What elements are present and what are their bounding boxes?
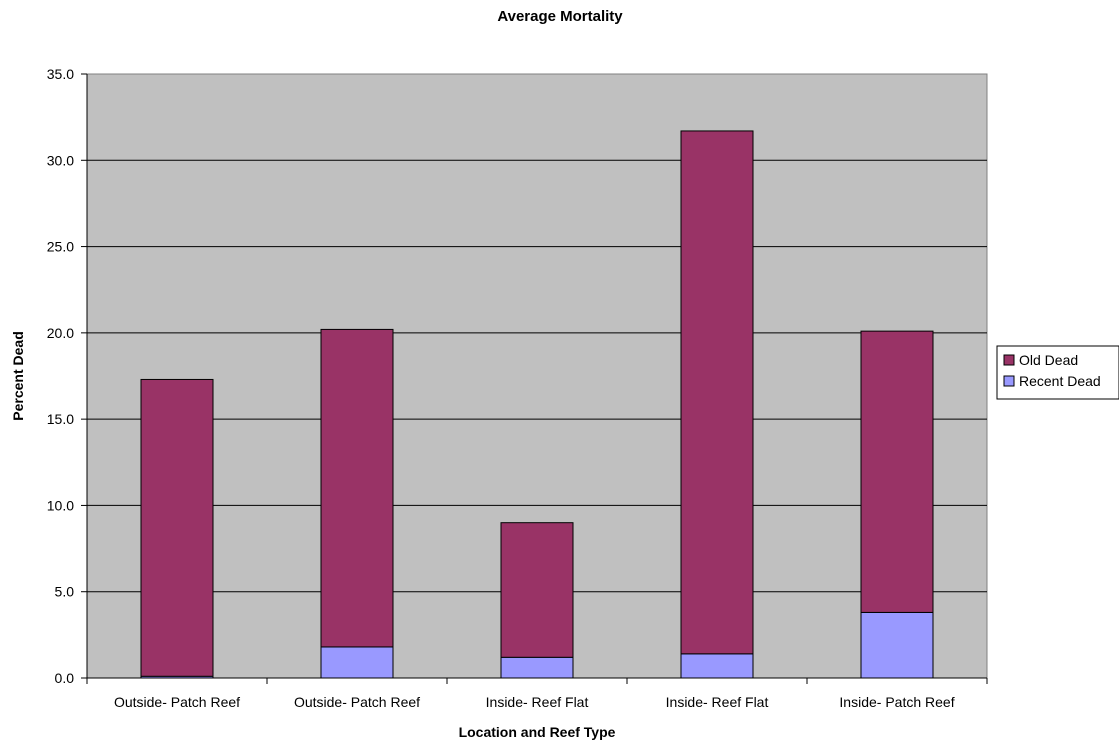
legend-swatch bbox=[1003, 375, 1015, 387]
bar-segment-old-dead bbox=[140, 378, 214, 677]
y-tick-label: 20.0 bbox=[47, 325, 74, 341]
y-tick-label: 25.0 bbox=[47, 239, 74, 255]
chart-title: Average Mortality bbox=[497, 8, 623, 25]
bar-segment-old-dead bbox=[680, 130, 754, 655]
y-tick-label: 35.0 bbox=[47, 66, 74, 82]
y-axis-title: Percent Dead bbox=[10, 331, 26, 420]
bar-segment-recent-dead bbox=[680, 653, 754, 679]
y-tick-label: 10.0 bbox=[47, 497, 74, 513]
x-tick-label: Outside- Patch Reef bbox=[294, 694, 420, 710]
bar-segment-recent-dead bbox=[860, 611, 934, 679]
x-tick-label: Outside- Patch Reef bbox=[114, 694, 240, 710]
gridlines bbox=[87, 159, 987, 593]
legend-swatch bbox=[1003, 354, 1015, 366]
bar-segment-recent-dead bbox=[320, 646, 394, 679]
legend-box bbox=[996, 345, 1119, 400]
legend-label: Recent Dead bbox=[1019, 373, 1101, 389]
legend-label: Old Dead bbox=[1019, 352, 1078, 368]
y-tick-label: 15.0 bbox=[47, 411, 74, 427]
bar-segment-recent-dead bbox=[500, 656, 574, 679]
y-tick-label: 0.0 bbox=[55, 670, 75, 686]
x-axis-title: Location and Reef Type bbox=[459, 724, 616, 740]
y-tick-label: 30.0 bbox=[47, 152, 74, 168]
x-tick-label: Inside- Patch Reef bbox=[839, 694, 954, 710]
y-tick-label: 5.0 bbox=[55, 584, 75, 600]
bar-segment-old-dead bbox=[320, 328, 394, 648]
legend: Old Dead Recent Dead bbox=[996, 345, 1119, 400]
bar-segment-old-dead bbox=[500, 522, 574, 658]
x-tick-label: Inside- Reef Flat bbox=[486, 694, 589, 710]
bar-segment-old-dead bbox=[860, 330, 934, 613]
axes: 0.0 5.0 10.0 15.0 20.0 25.0 30.0 35.0 Outside- P… bbox=[47, 66, 988, 710]
bars bbox=[140, 130, 934, 679]
x-tick-label: Inside- Reef Flat bbox=[666, 694, 769, 710]
